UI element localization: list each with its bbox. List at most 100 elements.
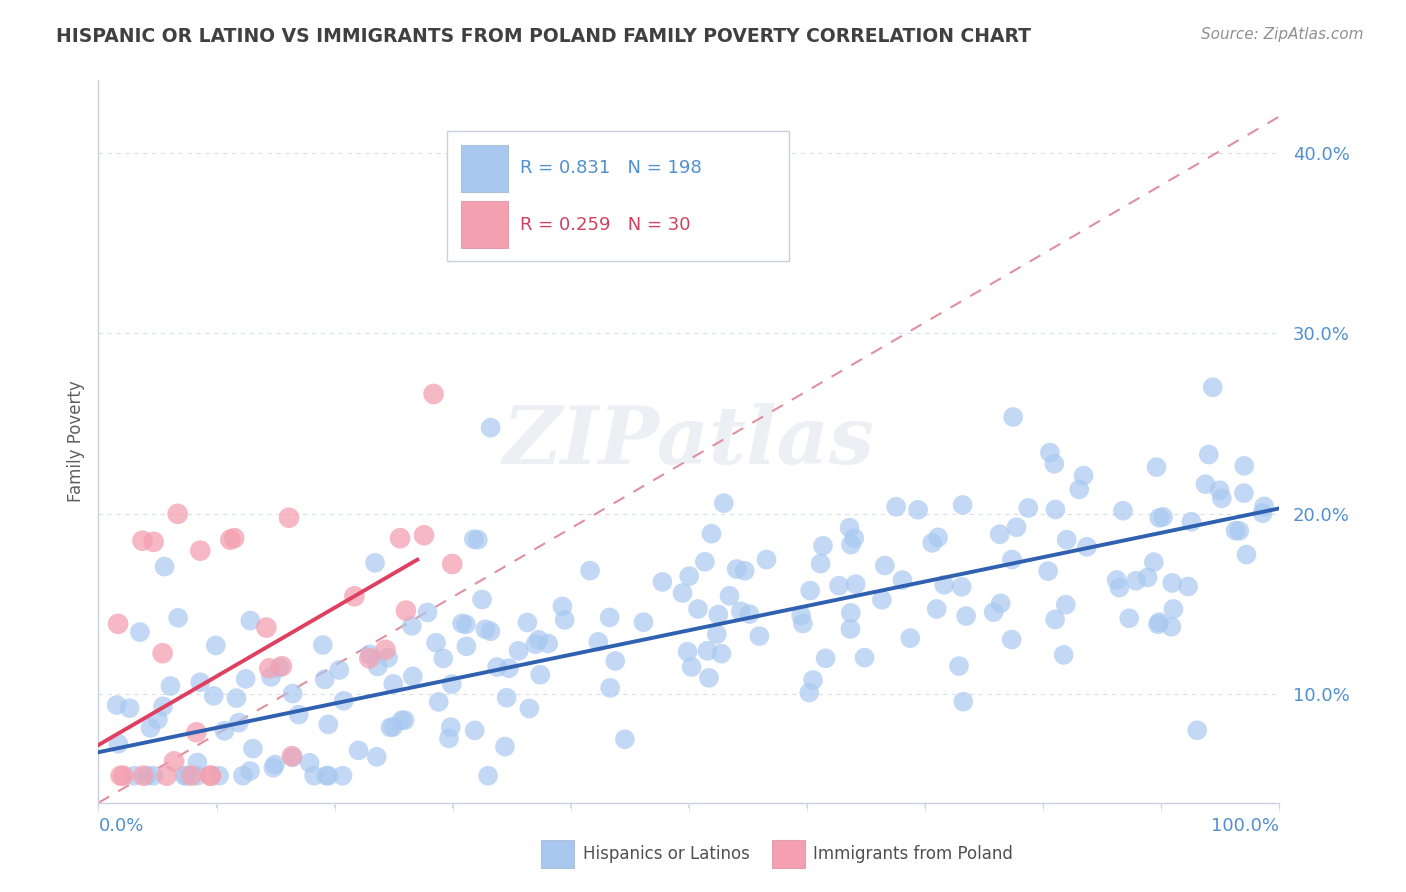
Point xyxy=(112,769,135,783)
FancyBboxPatch shape xyxy=(772,840,804,868)
Point xyxy=(907,502,929,516)
Point xyxy=(437,731,460,746)
Point xyxy=(697,671,720,685)
Point xyxy=(318,769,340,783)
Point xyxy=(269,660,291,674)
Point xyxy=(225,691,247,706)
Point xyxy=(950,580,973,594)
Point xyxy=(281,749,304,764)
Point xyxy=(529,667,551,681)
Point xyxy=(343,589,366,603)
Point xyxy=(1236,548,1258,562)
Point xyxy=(613,732,636,747)
Point xyxy=(159,679,181,693)
Point xyxy=(1001,552,1024,566)
Point xyxy=(214,723,236,738)
Point xyxy=(814,651,837,665)
Text: Source: ZipAtlas.com: Source: ZipAtlas.com xyxy=(1201,27,1364,42)
Point xyxy=(142,534,165,549)
Point xyxy=(952,695,974,709)
Text: 0.0%: 0.0% xyxy=(98,817,143,835)
Point xyxy=(235,672,257,686)
Point xyxy=(790,608,813,623)
Point xyxy=(527,632,550,647)
Point xyxy=(239,614,262,628)
Point xyxy=(425,636,447,650)
Point xyxy=(454,617,477,632)
Point xyxy=(799,583,821,598)
Point xyxy=(792,616,814,631)
Point xyxy=(441,557,464,571)
Point xyxy=(1001,632,1024,647)
Point xyxy=(1002,410,1025,425)
Point xyxy=(477,769,499,783)
Point xyxy=(725,562,748,576)
Point xyxy=(391,713,413,727)
Point xyxy=(1194,477,1216,491)
Point xyxy=(1160,620,1182,634)
Point xyxy=(136,769,159,783)
Point xyxy=(107,737,129,751)
Point xyxy=(707,607,730,622)
Point xyxy=(1043,612,1066,626)
Point xyxy=(700,526,723,541)
Point xyxy=(844,531,866,545)
Point xyxy=(440,677,463,691)
Point xyxy=(166,507,188,521)
Point xyxy=(264,757,287,772)
Point xyxy=(845,577,868,591)
Point xyxy=(799,685,821,699)
Text: HISPANIC OR LATINO VS IMMIGRANTS FROM POLAND FAMILY POVERTY CORRELATION CHART: HISPANIC OR LATINO VS IMMIGRANTS FROM PO… xyxy=(56,27,1031,45)
Point xyxy=(332,694,354,708)
Point xyxy=(315,769,337,783)
Point xyxy=(219,533,242,547)
Point xyxy=(1143,555,1166,569)
Point xyxy=(1069,483,1091,497)
Point xyxy=(186,769,208,783)
Point xyxy=(588,635,610,649)
Point xyxy=(298,756,321,770)
Point xyxy=(224,531,246,545)
Point xyxy=(508,644,530,658)
Point xyxy=(152,699,174,714)
FancyBboxPatch shape xyxy=(447,131,789,260)
Point xyxy=(401,619,423,633)
Point xyxy=(927,530,949,544)
Point xyxy=(839,606,862,620)
Point xyxy=(1198,448,1220,462)
Point xyxy=(495,690,517,705)
FancyBboxPatch shape xyxy=(461,201,508,248)
Point xyxy=(748,629,770,643)
Point xyxy=(1161,576,1184,591)
Point xyxy=(839,538,862,552)
Point xyxy=(1054,598,1077,612)
Point xyxy=(432,651,454,665)
Point xyxy=(678,569,700,583)
FancyBboxPatch shape xyxy=(541,840,575,868)
Point xyxy=(898,631,921,645)
Point xyxy=(479,420,502,434)
Point xyxy=(693,555,716,569)
Point xyxy=(853,650,876,665)
Point xyxy=(1187,723,1209,738)
Point xyxy=(1125,574,1147,588)
Point xyxy=(1136,570,1159,584)
Point xyxy=(1211,491,1233,506)
Point xyxy=(1038,564,1060,578)
Point xyxy=(1073,468,1095,483)
Point xyxy=(1118,611,1140,625)
Point xyxy=(152,646,174,660)
Point xyxy=(983,605,1005,619)
Point xyxy=(228,715,250,730)
Point xyxy=(811,539,834,553)
Point xyxy=(456,640,478,654)
Point xyxy=(200,769,222,783)
Point xyxy=(173,769,195,783)
Point xyxy=(1152,510,1174,524)
Point xyxy=(681,660,703,674)
Point xyxy=(1147,615,1170,630)
Point xyxy=(713,496,735,510)
Point xyxy=(1043,457,1066,471)
Point xyxy=(730,604,752,618)
Point xyxy=(271,659,294,673)
